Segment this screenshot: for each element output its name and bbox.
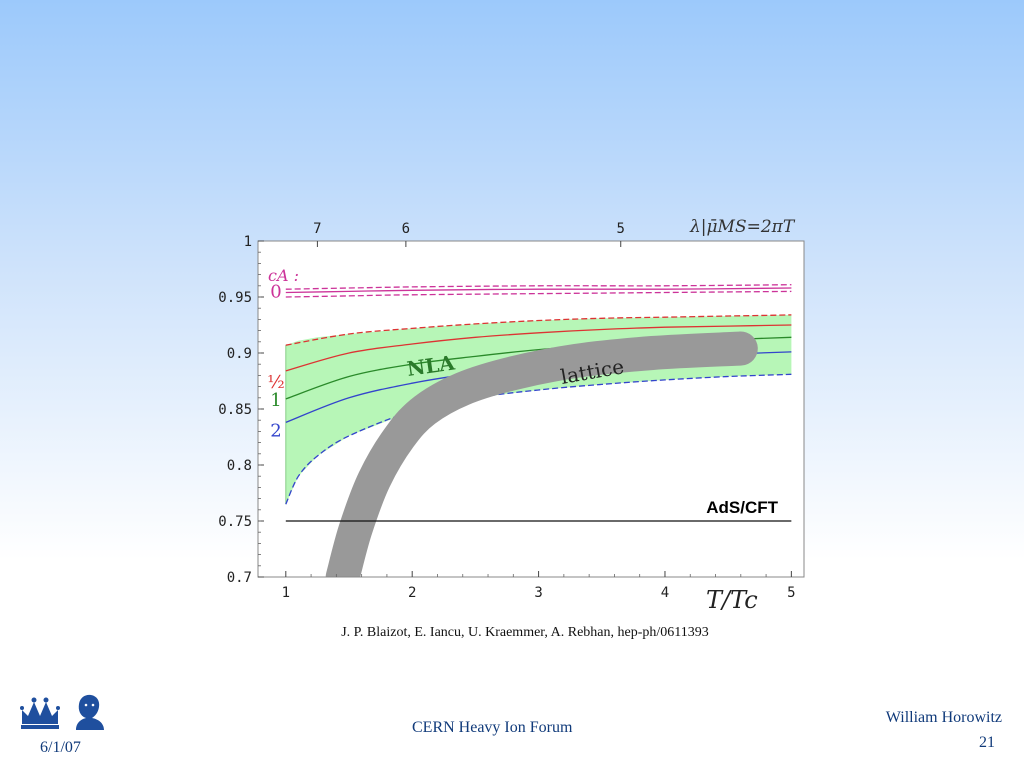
series-line-6 <box>285 314 792 346</box>
legend-entry: ½ <box>267 372 284 393</box>
y-tick-label: 0.7 <box>227 570 252 586</box>
footer-conference: CERN Heavy Ion Forum <box>412 719 573 736</box>
x-tick-label: 1 <box>282 585 290 601</box>
y-tick-label: 0.85 <box>218 402 252 418</box>
y-tick-label: 0.8 <box>227 458 252 474</box>
x-tick-label: 2 <box>408 585 416 601</box>
series-line-0 <box>285 287 792 294</box>
series-line-1 <box>285 284 792 290</box>
footer-date: 6/1/07 <box>40 739 81 756</box>
top-tick-label: 7 <box>313 221 321 237</box>
portrait-logo <box>76 694 104 730</box>
y-tick-label: 0.95 <box>218 290 252 306</box>
citation: J. P. Blaizot, E. Iancu, U. Kraemmer, A.… <box>341 625 709 640</box>
crown-logo <box>20 697 60 729</box>
legend-entry: 2 <box>270 420 281 441</box>
y-tick-label: 0.75 <box>218 514 252 530</box>
below-axis-mask <box>238 577 824 608</box>
legend-entry: 1 <box>270 390 281 411</box>
series-line-3 <box>285 324 792 372</box>
x-tick-label: 4 <box>661 585 669 601</box>
top-tick-label: 5 <box>617 221 625 237</box>
top-tick-label: 6 <box>402 221 410 237</box>
adscft-label: AdS/CFT <box>706 498 778 517</box>
legend-entry: 0 <box>270 281 281 302</box>
slide-number: 21 <box>979 734 995 751</box>
footer-logos <box>18 692 118 737</box>
y-tick-label: 0.9 <box>227 346 252 362</box>
footer-author: William Horowitz <box>885 709 1002 726</box>
x-axis-label: T/Tc <box>706 586 758 614</box>
y-tick-label: 1 <box>244 234 252 250</box>
series-line-2 <box>285 290 792 298</box>
legend-title: cA : <box>268 266 299 285</box>
lattice-band <box>325 331 758 594</box>
top-axis-label: λ|μ̄MS=2πT <box>689 217 796 237</box>
x-tick-label: 3 <box>534 585 542 601</box>
x-tick-label: 5 <box>787 585 795 601</box>
